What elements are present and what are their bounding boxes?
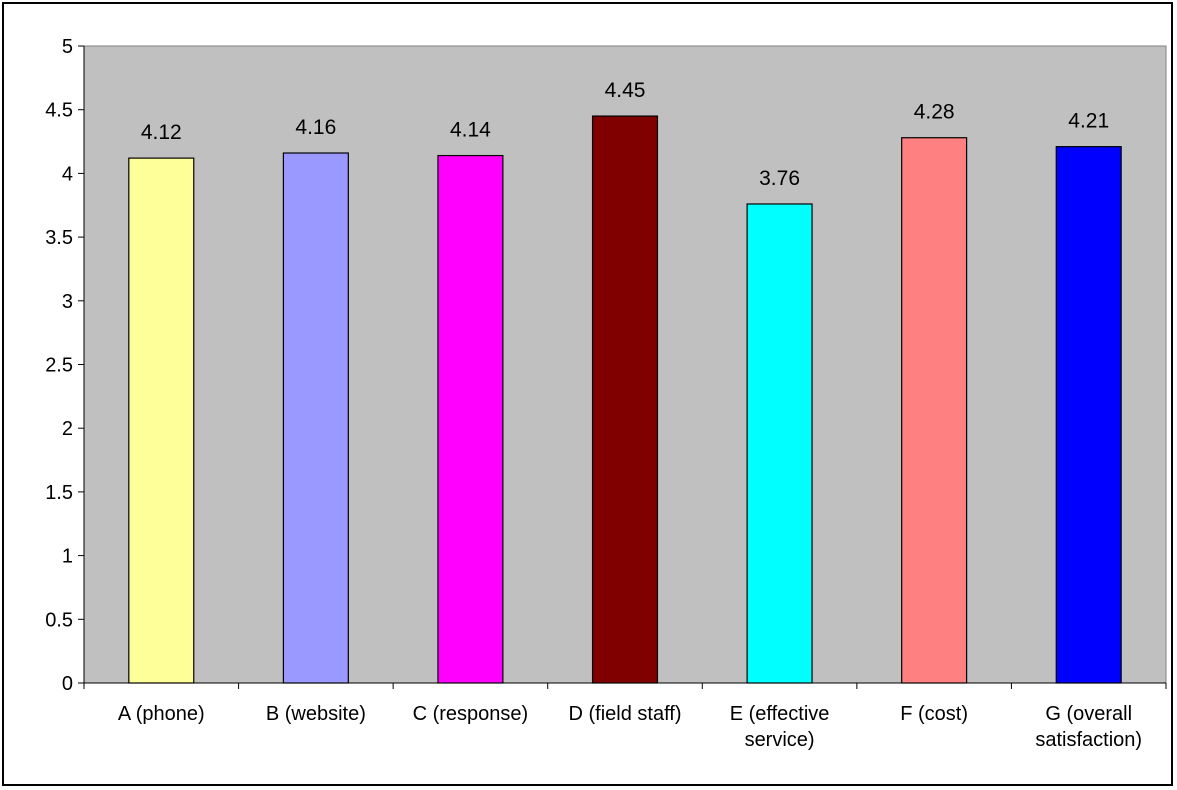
x-axis: A (phone) B (website) C (response) D (field… bbox=[83, 682, 1167, 751]
y-tick-label: 2 bbox=[62, 418, 73, 440]
data-label: 4.28 bbox=[914, 101, 955, 124]
x-category-label-line: B (website) bbox=[266, 703, 366, 725]
y-tick-label: 0 bbox=[62, 673, 73, 695]
data-label: 4.16 bbox=[295, 116, 336, 139]
y-tick-label: 1.5 bbox=[45, 482, 73, 504]
x-category-label-line: service) bbox=[745, 729, 815, 751]
y-tick-label: 3 bbox=[62, 291, 73, 313]
x-category-label: F (cost) bbox=[900, 703, 968, 725]
x-category-label-line: A (phone) bbox=[118, 703, 205, 725]
y-tick-label: 2.5 bbox=[45, 355, 73, 377]
x-category-label-line: G (overall bbox=[1045, 703, 1132, 725]
y-tick-label: 5 bbox=[62, 36, 73, 58]
data-label: 4.45 bbox=[605, 79, 646, 102]
y-axis: 0 0.5 1 1.5 2 2.5 3 3.5 4 4.5 5 bbox=[45, 36, 85, 695]
data-label: 4.12 bbox=[141, 121, 182, 144]
data-label: 3.76 bbox=[759, 167, 800, 190]
bar bbox=[1055, 146, 1122, 684]
bar bbox=[591, 115, 659, 684]
x-category-label: B (website) bbox=[266, 703, 366, 725]
bar bbox=[128, 157, 195, 684]
data-labels: 4.12 4.16 4.14 4.45 3.76 4.28 4.21 bbox=[141, 79, 1109, 190]
x-category-label-line: C (response) bbox=[413, 703, 529, 725]
x-category-label: G (overall satisfaction) bbox=[1035, 703, 1142, 751]
y-tick-label: 3.5 bbox=[45, 227, 73, 249]
x-category-label-line: satisfaction) bbox=[1035, 729, 1142, 751]
x-category-label-line: F (cost) bbox=[900, 703, 968, 725]
bar bbox=[746, 203, 813, 684]
x-category-label: A (phone) bbox=[118, 703, 205, 725]
bars bbox=[128, 115, 1122, 684]
bar bbox=[282, 152, 349, 684]
bar bbox=[437, 154, 504, 684]
bar bbox=[901, 137, 968, 684]
data-label: 4.14 bbox=[450, 119, 491, 142]
x-category-label-line: D (field staff) bbox=[569, 703, 682, 725]
y-tick-label: 0.5 bbox=[45, 609, 73, 631]
y-tick-label: 4 bbox=[62, 163, 73, 185]
x-category-label: D (field staff) bbox=[569, 703, 682, 725]
data-label: 4.21 bbox=[1068, 110, 1109, 133]
y-tick-label: 4.5 bbox=[45, 100, 73, 122]
x-category-label-line: E (effective bbox=[730, 703, 830, 725]
x-category-label: C (response) bbox=[413, 703, 529, 725]
x-category-label: E (effective service) bbox=[730, 703, 830, 751]
y-tick-label: 1 bbox=[62, 546, 73, 568]
